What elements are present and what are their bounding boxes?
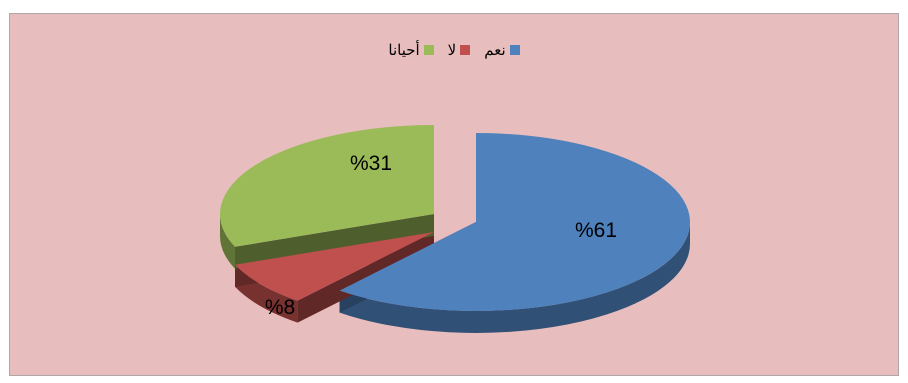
slice-no-label: %8 <box>265 296 295 319</box>
slice-sometimes-side-0 <box>235 214 434 269</box>
chart-legend: نعم لا أحيانا <box>0 41 908 59</box>
slice-sometimes-label: %31 <box>350 152 392 175</box>
legend-label-yes: نعم <box>484 42 506 59</box>
slice-sometimes <box>219 125 434 247</box>
slice-no <box>235 232 434 301</box>
slice-sometimes-wall <box>220 214 236 269</box>
legend-swatch-sometimes <box>423 45 434 55</box>
legend-item-sometimes: أحيانا <box>388 41 434 59</box>
slice-yes-label: %61 <box>575 219 617 242</box>
legend-item-no: لا <box>448 41 471 59</box>
slice-yes-wall <box>339 222 690 333</box>
legend-swatch-yes <box>509 45 520 55</box>
slice-yes <box>339 133 690 311</box>
legend-label-sometimes: أحيانا <box>388 42 420 59</box>
legend-item-yes: نعم <box>484 41 520 59</box>
legend-swatch-no <box>460 45 471 55</box>
legend-label-no: لا <box>447 42 457 59</box>
